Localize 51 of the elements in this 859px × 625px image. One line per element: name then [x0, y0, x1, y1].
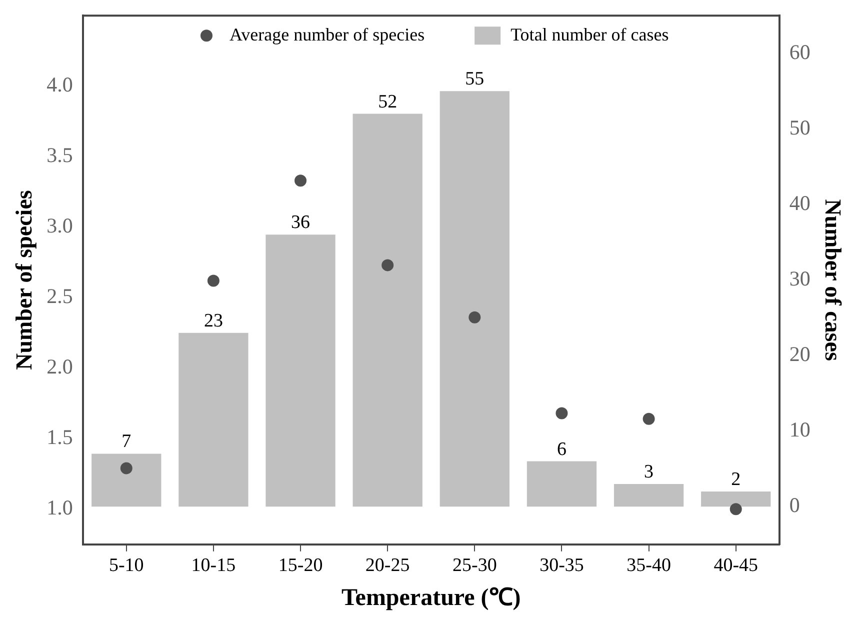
data-label: 2 [731, 469, 741, 490]
bar [526, 461, 597, 507]
y-tick-label: 2.5 [46, 284, 73, 308]
x-tick-label: 10-15 [191, 554, 236, 576]
x-tick-label: 20-25 [365, 554, 410, 576]
bar [352, 114, 422, 507]
y-tick-label: 1.5 [46, 425, 73, 450]
point [642, 412, 655, 425]
y-tick-label: 4.0 [46, 72, 73, 97]
data-label: 23 [204, 310, 223, 332]
point [556, 407, 568, 420]
x-tick-label: 15-20 [278, 554, 323, 576]
bar [178, 332, 248, 507]
point [468, 311, 481, 324]
point [294, 174, 307, 187]
y2-tick-label: 10 [789, 418, 810, 442]
x-tick-label: 30-35 [540, 554, 584, 576]
data-label: 55 [465, 68, 484, 90]
y-tick-label: 2.0 [46, 354, 73, 379]
y2-tick-label: 0 [789, 493, 800, 518]
point [120, 462, 132, 474]
x-tick-label: 5-10 [108, 554, 144, 576]
point [730, 503, 742, 516]
y2-tick-label: 20 [789, 342, 810, 366]
x-tick-label: 25-30 [452, 554, 497, 576]
x-axis-title: Temperature (℃) [341, 584, 521, 611]
data-label: 52 [378, 91, 398, 112]
point [382, 259, 394, 272]
x-tick-label: 35-40 [626, 554, 671, 576]
data-label: 7 [122, 431, 132, 452]
y2-tick-label: 30 [789, 266, 810, 291]
data-label: 3 [644, 461, 654, 482]
y2-tick-label: 50 [789, 115, 810, 140]
bar [614, 484, 684, 507]
bar [701, 492, 771, 507]
bar [92, 454, 162, 507]
bar [440, 91, 510, 507]
bar [266, 234, 336, 507]
x-tick-label: 40-45 [714, 554, 758, 576]
y2-tick-label: 40 [789, 190, 810, 215]
y-tick-label: 1.0 [46, 496, 73, 520]
point [207, 274, 220, 287]
legend-label: Total number of cases [510, 24, 669, 44]
y2-tick-label: 60 [789, 40, 810, 64]
legend-label: Average number of species [229, 24, 425, 44]
y-tick-label: 3.5 [46, 143, 73, 168]
data-label: 36 [291, 212, 310, 234]
data-label: 6 [556, 438, 566, 460]
y-axis-title: Number of species [12, 190, 37, 370]
y-tick-label: 3.0 [46, 214, 73, 238]
y2-axis-title: Number of cases [820, 199, 846, 361]
